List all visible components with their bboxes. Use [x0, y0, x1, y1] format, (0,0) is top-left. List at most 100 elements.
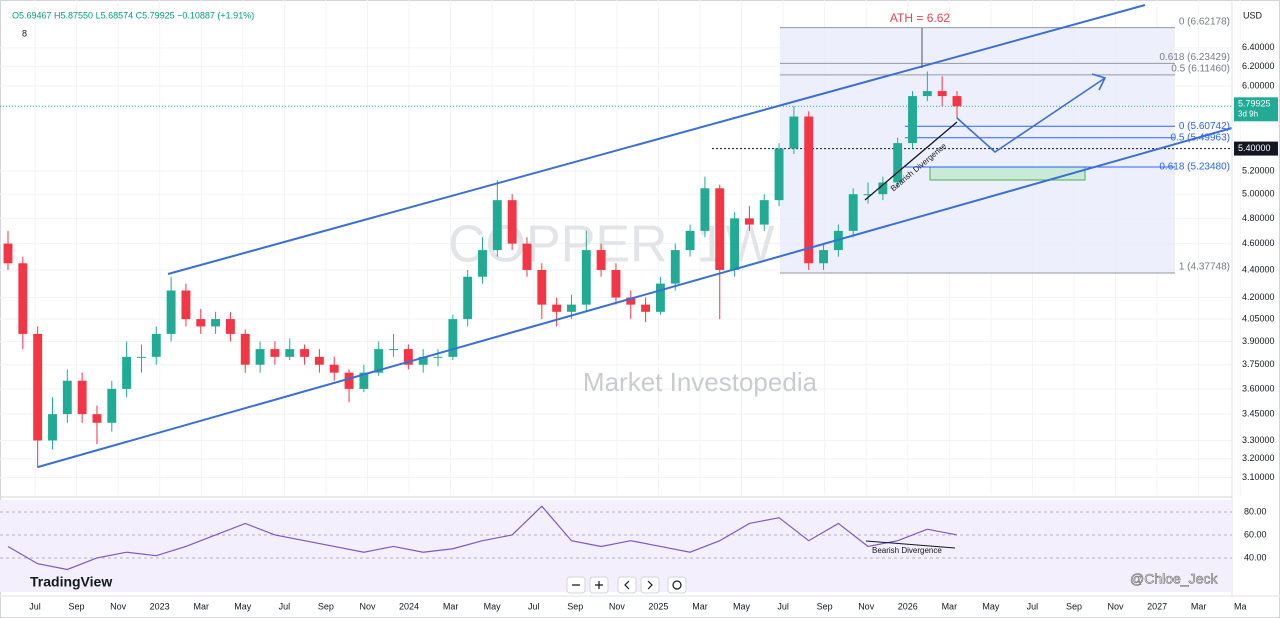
last-price-label: 5.79925 [1238, 99, 1271, 109]
x-tick-label: Sep [1066, 601, 1082, 611]
candle-body [848, 194, 858, 231]
candle-body [581, 250, 591, 305]
candle-body [122, 356, 132, 389]
candle-body [62, 380, 72, 415]
scroll-left[interactable] [617, 576, 637, 594]
target-zone [929, 166, 1086, 181]
fib-label: 0.618 (6.23429) [1159, 52, 1230, 63]
candle-body [641, 304, 651, 312]
y-tick-label: 3.75000 [1242, 359, 1275, 369]
x-tick-label: 2027 [1147, 601, 1167, 611]
y-tick-label: 4.05000 [1242, 313, 1275, 323]
x-tick-label: May [982, 601, 1000, 611]
level-tag [1234, 141, 1278, 156]
x-tick-label: Mar [1191, 601, 1207, 611]
x-tick-label: Jul [1027, 601, 1039, 611]
candle-body [611, 269, 621, 298]
currency: USD [1243, 10, 1263, 20]
x-tick-label: Ma [1234, 601, 1247, 611]
x-tick-label: Mar [942, 601, 958, 611]
y-tick-label: 5.20000 [1242, 165, 1275, 175]
scroll-right[interactable] [640, 576, 660, 594]
candle-body [626, 297, 636, 305]
candle-body [893, 143, 903, 183]
x-tick-label: Mar [443, 601, 459, 611]
candle-body [789, 116, 799, 149]
x-tick-label: Jul [528, 601, 540, 611]
candle-body [908, 96, 917, 144]
candle-body [463, 276, 473, 320]
x-tick-label: 2025 [648, 601, 668, 611]
x-tick-label: Jul [777, 601, 789, 611]
fib-label: 0 (5.60742) [1179, 121, 1230, 132]
candle-body [211, 319, 221, 327]
fib-zone [780, 27, 1175, 274]
ohlc: O5.69467 H5.87550 L5.68574 C5.79925 −0.1… [12, 10, 254, 20]
x-tick-label: Sep [69, 601, 85, 611]
candle-body [922, 91, 932, 97]
x-tick-label: Jul [279, 601, 291, 611]
fib-label: 1 (4.37748) [1179, 262, 1230, 273]
candle-body [655, 283, 665, 312]
candle-body [863, 194, 873, 196]
x-tick-label: Sep [817, 601, 833, 611]
fib-label: 0 (6.62178) [1179, 16, 1230, 27]
x-tick-label: Nov [110, 601, 127, 611]
candle-body [507, 200, 517, 244]
countdown: 3d 9h [1238, 109, 1258, 118]
candle-body [878, 182, 888, 195]
candle-body [151, 333, 161, 357]
y-tick-label: 3.60000 [1242, 383, 1275, 393]
candle-body [18, 263, 28, 334]
rsi-pane [0, 500, 1232, 592]
x-tick-label: Sep [318, 601, 334, 611]
watermark: Market Investopedia [583, 367, 818, 397]
x-tick-label: Nov [609, 601, 626, 611]
x-tick-label: Jul [29, 601, 41, 611]
candle-body [196, 319, 206, 327]
candle-body [314, 356, 324, 365]
x-tick-label: Nov [858, 601, 875, 611]
y-tick-label: 6.40000 [1242, 42, 1275, 52]
candle-body [270, 349, 280, 357]
candle-body [522, 243, 532, 270]
x-tick-label: 2023 [150, 601, 170, 611]
candle-body [492, 200, 502, 251]
fib-label: 0.5 (6.11460) [1171, 64, 1230, 75]
candle-body [715, 188, 725, 270]
candle-body [804, 116, 814, 264]
credit: @Chloe_Jeck [1130, 571, 1218, 587]
candle-body [3, 243, 13, 264]
x-tick-label: May [733, 601, 751, 611]
candle-body [819, 250, 828, 264]
y-tick-label: 3.30000 [1242, 435, 1275, 445]
x-tick-label: Mar [193, 601, 209, 611]
x-tick-label: 2026 [898, 601, 918, 611]
candle-body [418, 356, 428, 365]
candle-body [329, 364, 339, 373]
y-tick-label: 3.90000 [1242, 336, 1275, 346]
nav-icons [572, 580, 653, 590]
fib-label: 0.5 (5.49963) [1171, 132, 1231, 143]
candle-body [537, 269, 547, 305]
reset[interactable] [667, 576, 687, 594]
y-tick-label: 6.00000 [1242, 80, 1275, 90]
candle-body [685, 230, 695, 251]
candle-body [77, 380, 87, 415]
last-price-tag [1234, 97, 1278, 122]
candle-body [225, 319, 235, 334]
candle-body [937, 91, 947, 97]
candle-body [374, 349, 384, 373]
candle-body [181, 290, 191, 320]
y-tick-label: 3.10000 [1242, 472, 1275, 482]
candle-body [240, 333, 250, 365]
x-tick-label: Mar [692, 601, 708, 611]
candle-body [403, 349, 413, 365]
rsi-tick-label: 60.00 [1244, 529, 1267, 539]
x-tick-label: Sep [567, 601, 583, 611]
candle-body [137, 356, 146, 358]
candle-body [448, 319, 458, 357]
x-tick-label: Nov [1108, 601, 1125, 611]
